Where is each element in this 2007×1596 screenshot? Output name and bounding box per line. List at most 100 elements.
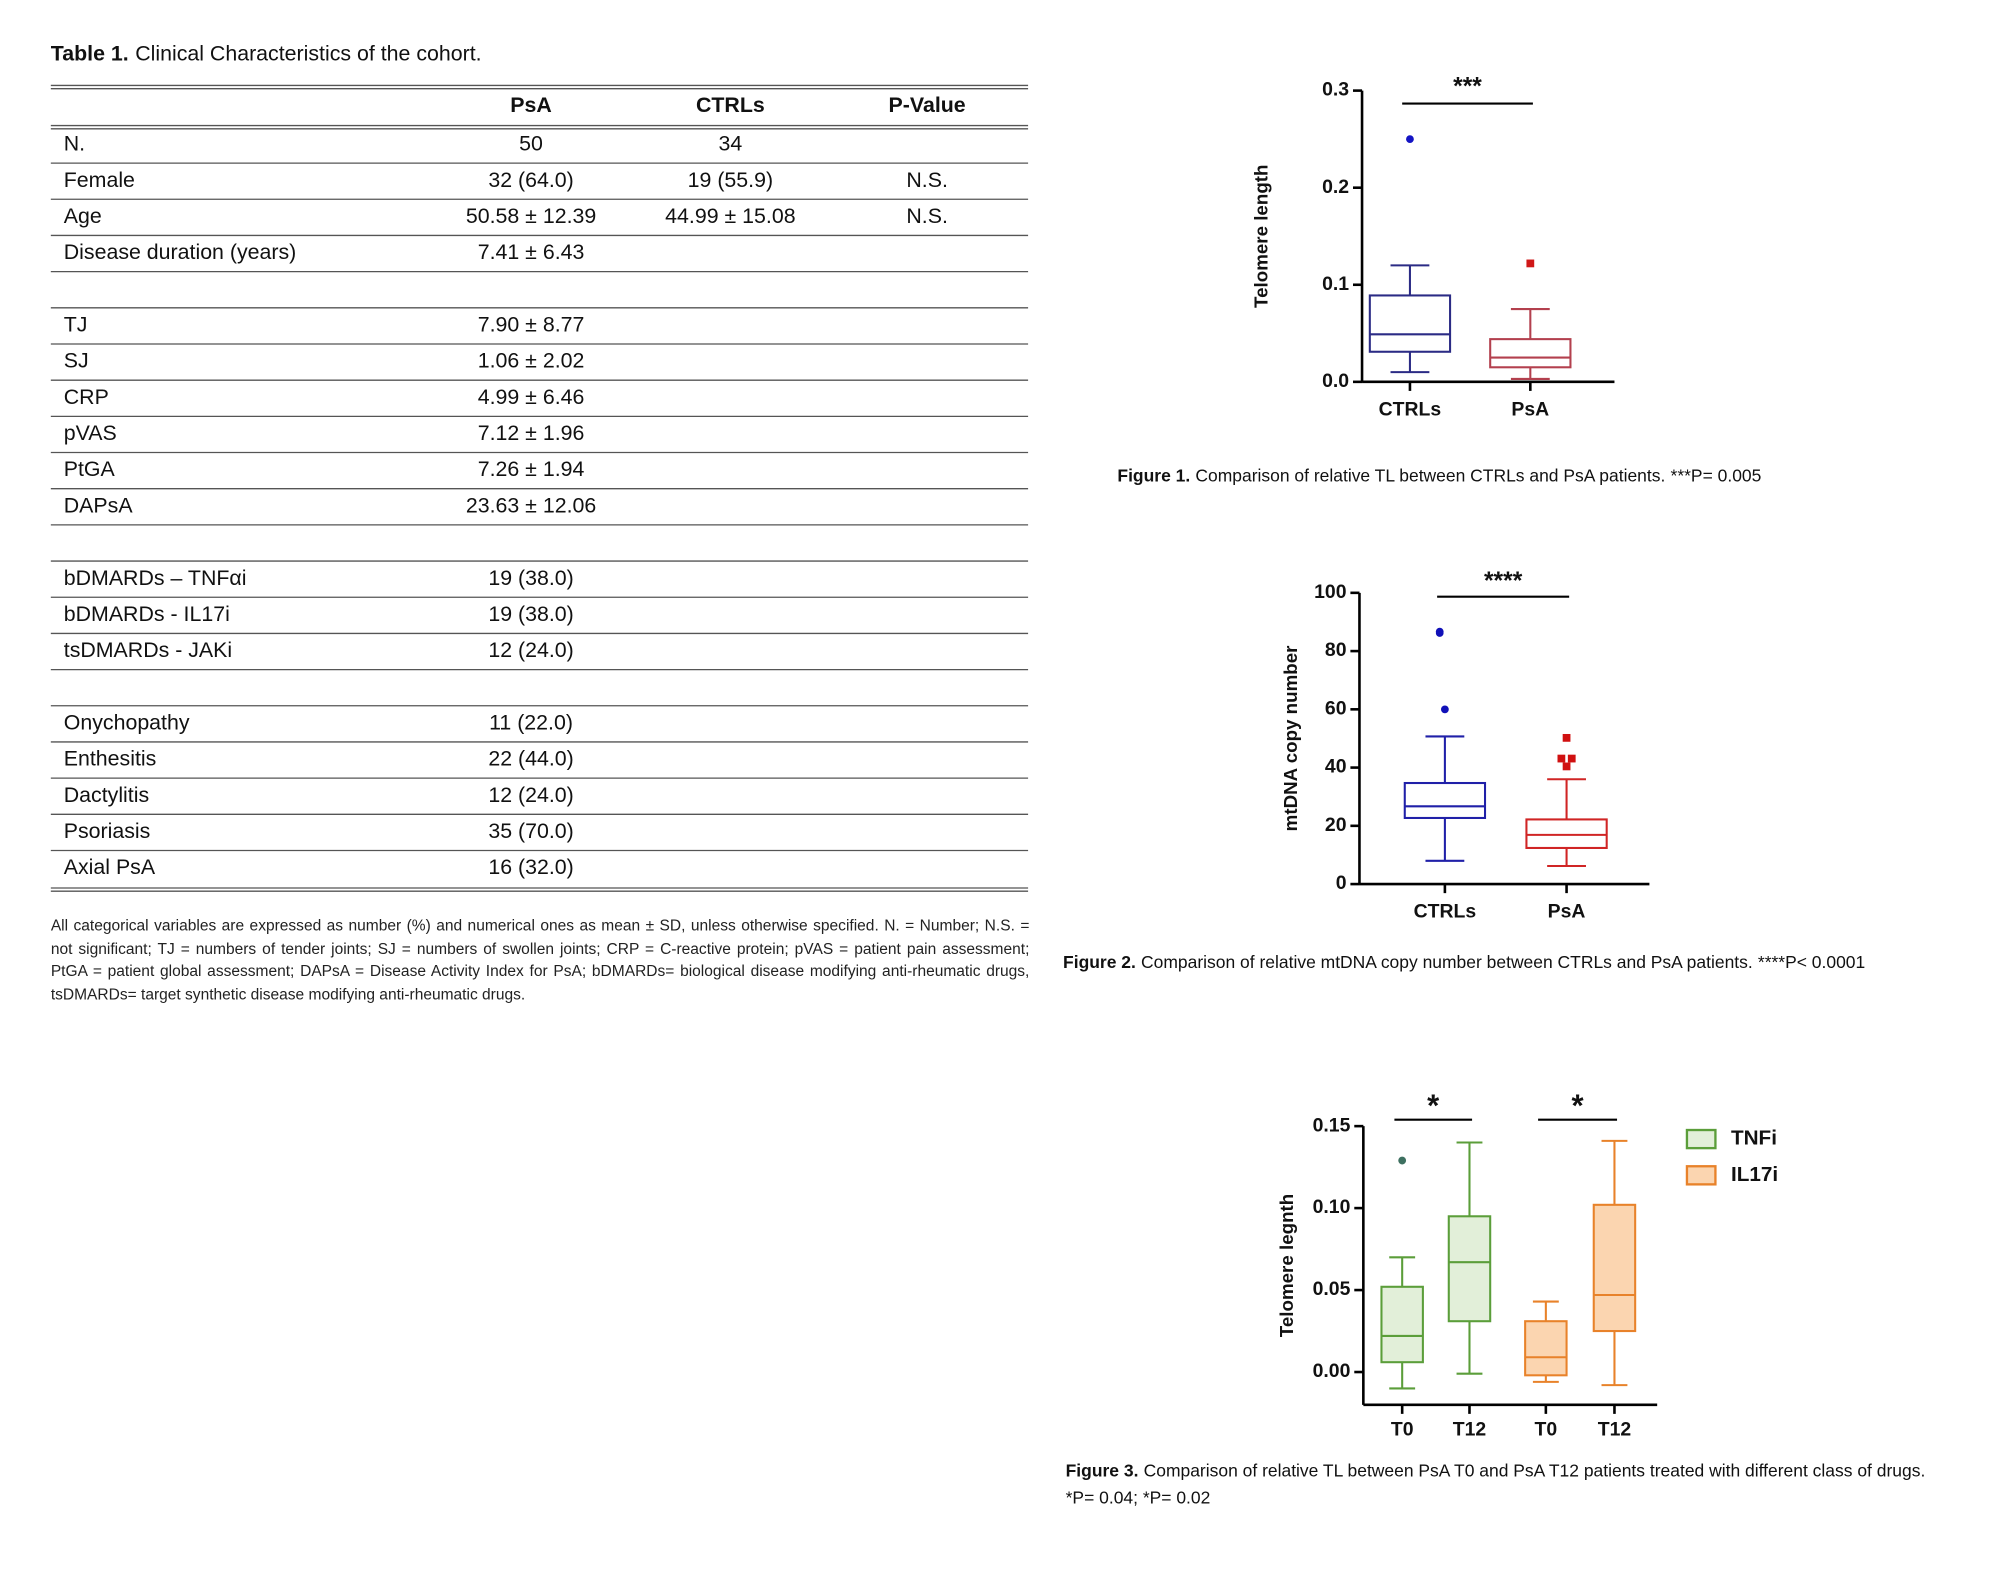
y-tick-label: 80	[1325, 639, 1347, 661]
outlier	[1562, 762, 1571, 771]
y-tick-label: 40	[1325, 756, 1347, 778]
row-label: Psoriasis	[64, 819, 151, 843]
figure-caption-text: Comparison of relative TL between CTRLs …	[1195, 465, 1665, 485]
outlier	[1398, 1156, 1407, 1165]
row-label: tsDMARDs - JAKi	[64, 638, 232, 662]
row-label: Age	[64, 204, 102, 228]
y-tick-label: 0.2	[1322, 176, 1349, 198]
table-title-text: Clinical Characteristics of the cohort.	[135, 41, 481, 65]
box	[1489, 338, 1572, 369]
legend-swatch	[1685, 1128, 1717, 1150]
box	[1524, 1320, 1568, 1377]
y-tick-label: 0.0	[1322, 370, 1349, 392]
cell: 19 (38.0)	[488, 602, 573, 626]
row-label: Enthesitis	[64, 747, 157, 771]
y-tick-label: 0.1	[1322, 273, 1349, 295]
row-label: TJ	[64, 313, 88, 337]
outlier	[1435, 629, 1444, 637]
figure-label: Figure 3.	[1066, 1460, 1139, 1480]
cell: 11 (22.0)	[489, 710, 573, 734]
y-tick-label: 0	[1336, 872, 1347, 894]
y-axis-label: Telomere length	[1250, 165, 1271, 308]
cell: 7.90 ± 8.77	[478, 313, 585, 337]
figure-caption: Figure 3. Comparison of relative TL betwe…	[1066, 1460, 1926, 1480]
cell: 16 (32.0)	[488, 855, 573, 879]
outlier	[1562, 733, 1571, 742]
outlier	[1526, 259, 1535, 268]
cell: 34	[719, 132, 743, 156]
row-label: DAPsA	[64, 493, 134, 517]
box	[1592, 1203, 1637, 1333]
row-label: SJ	[64, 349, 89, 373]
y-tick-label: 0.00	[1313, 1360, 1351, 1382]
legend-swatch	[1685, 1165, 1717, 1186]
x-tick-label: PsA	[1511, 398, 1549, 420]
cell: 12 (24.0)	[488, 783, 573, 807]
y-axis-label: mtDNA copy number	[1280, 645, 1301, 831]
row-label: bDMARDs – TNFαi	[64, 566, 247, 590]
cell: 19 (55.9)	[688, 168, 773, 192]
figure-caption: Figure 1. Comparison of relative TL betwe…	[1117, 465, 1761, 485]
cell: 7.12 ± 1.96	[478, 421, 585, 445]
box	[1380, 1285, 1424, 1364]
table-title: Table 1. Clinical Characteristics of the …	[51, 41, 482, 65]
cell: 4.99 ± 6.46	[478, 385, 585, 409]
row-label: PtGA	[64, 457, 116, 481]
legend-label: TNFi	[1731, 1127, 1777, 1150]
figure-label: Figure 1.	[1117, 465, 1190, 485]
figure-stats: *P= 0.04; *P= 0.02	[1066, 1488, 1211, 1508]
figure: 0 20 40 60 80 100 mtDNA copy number CTRLs PsA ***…	[1063, 568, 1865, 972]
column-header: PsA	[510, 93, 552, 117]
cell: 44.99 ± 15.08	[665, 204, 795, 228]
row-label: bDMARDs - IL17i	[64, 602, 230, 626]
box	[1447, 1215, 1492, 1323]
legend-label: IL17i	[1731, 1163, 1778, 1186]
row-label: Dactylitis	[64, 783, 149, 807]
x-tick-label: CTRLs	[1379, 398, 1442, 420]
cell: 7.41 ± 6.43	[478, 240, 585, 264]
row-label: Female	[64, 168, 135, 192]
row-label: Axial PsA	[64, 855, 156, 879]
outlier	[1441, 705, 1449, 714]
row-label: pVAS	[64, 421, 117, 445]
row-label: Onychopathy	[64, 710, 190, 734]
significance-label: *	[1427, 1088, 1440, 1123]
y-tick-label: 0.15	[1313, 1114, 1351, 1136]
figure-stats: ****P< 0.0001	[1758, 952, 1865, 972]
table-note-box: All categorical variables are expressed …	[50, 916, 1030, 1003]
cell: N.S.	[906, 204, 948, 228]
y-tick-label: 0.3	[1322, 79, 1349, 101]
significance-label: ****	[1484, 568, 1523, 595]
y-axis-label: Telomere legnth	[1276, 1194, 1297, 1337]
y-tick-label: 60	[1325, 697, 1347, 719]
box	[1525, 818, 1608, 849]
cell: 32 (64.0)	[488, 168, 573, 192]
box	[1403, 781, 1487, 820]
cell: 7.26 ± 1.94	[478, 457, 585, 481]
cell: 22 (44.0)	[488, 747, 573, 771]
column-header: P-Value	[889, 93, 966, 117]
significance-label: *	[1572, 1088, 1585, 1123]
cell: 50.58 ± 12.39	[466, 204, 596, 228]
figure: 0.0 0.1 0.2 0.3 Telomere length CTRLs PsA *** Fi…	[1117, 74, 1761, 485]
x-tick-label: T0	[1391, 1418, 1414, 1440]
x-tick-label: T12	[1598, 1418, 1632, 1440]
cell: N.S.	[906, 168, 948, 192]
table-note: All categorical variables are expressed …	[50, 916, 1030, 1003]
cell: 19 (38.0)	[488, 566, 573, 590]
x-tick-label: T12	[1453, 1418, 1487, 1440]
outlier	[1567, 754, 1576, 763]
row-label: Disease duration (years)	[64, 240, 297, 264]
outlier	[1557, 754, 1566, 763]
cell: 50	[519, 132, 543, 156]
x-tick-label: T0	[1535, 1418, 1558, 1440]
figure-stats: ***P= 0.005	[1671, 465, 1762, 485]
cell: 1.06 ± 2.02	[478, 349, 585, 373]
cell: 23.63 ± 12.06	[466, 493, 596, 517]
cell: 12 (24.0)	[488, 638, 573, 662]
figure-caption-text: Comparison of relative TL between PsA T0…	[1144, 1460, 1926, 1480]
figure-label: Figure 2.	[1063, 952, 1136, 972]
figure-caption: Figure 2. Comparison of relative mtDNA co…	[1063, 952, 1865, 972]
